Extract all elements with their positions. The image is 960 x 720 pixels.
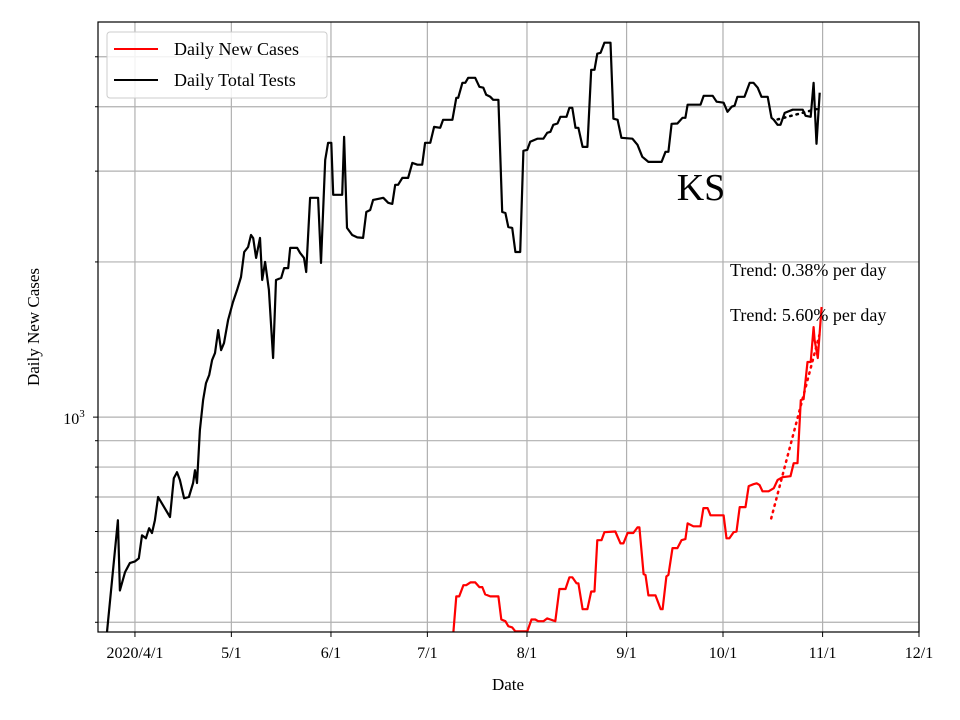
y-tick-label: 103 <box>63 408 85 428</box>
series-line-daily-new-cases <box>448 306 823 632</box>
x-tick-label: 2020/4/1 <box>107 645 164 662</box>
legend: Daily New Cases Daily Total Tests <box>106 31 328 99</box>
x-tick-label: 9/1 <box>616 645 636 662</box>
x-tick-label: 12/1 <box>905 645 933 662</box>
plot-frame <box>97 21 920 633</box>
legend-label-tests: Daily Total Tests <box>174 70 296 90</box>
trend-label-cases: Trend: 5.60% per day <box>730 305 886 325</box>
y-axis: 103 <box>63 56 98 623</box>
x-tick-label: 5/1 <box>221 645 241 662</box>
y-axis-label: Daily New Cases <box>24 268 43 386</box>
trend-line-cases <box>769 333 821 520</box>
grid <box>98 22 920 632</box>
legend-label-cases: Daily New Cases <box>174 39 299 59</box>
x-axis: 2020/4/1 5/1 6/1 7/1 8/1 9/1 10/1 11/1 12/1 <box>107 632 933 662</box>
x-tick-label: 6/1 <box>321 645 341 662</box>
x-tick-label: 8/1 <box>517 645 537 662</box>
trend-line-tests <box>776 107 821 121</box>
chart-title: KS <box>677 167 726 209</box>
x-tick-label: 10/1 <box>709 645 737 662</box>
x-tick-label: 11/1 <box>809 645 837 662</box>
series-layer <box>105 41 823 632</box>
series-line-daily-total-tests <box>105 41 821 632</box>
trend-label-tests: Trend: 0.38% per day <box>730 260 886 280</box>
x-tick-label: 7/1 <box>417 645 437 662</box>
legend-box <box>106 31 328 99</box>
x-axis-label: Date <box>492 675 524 694</box>
